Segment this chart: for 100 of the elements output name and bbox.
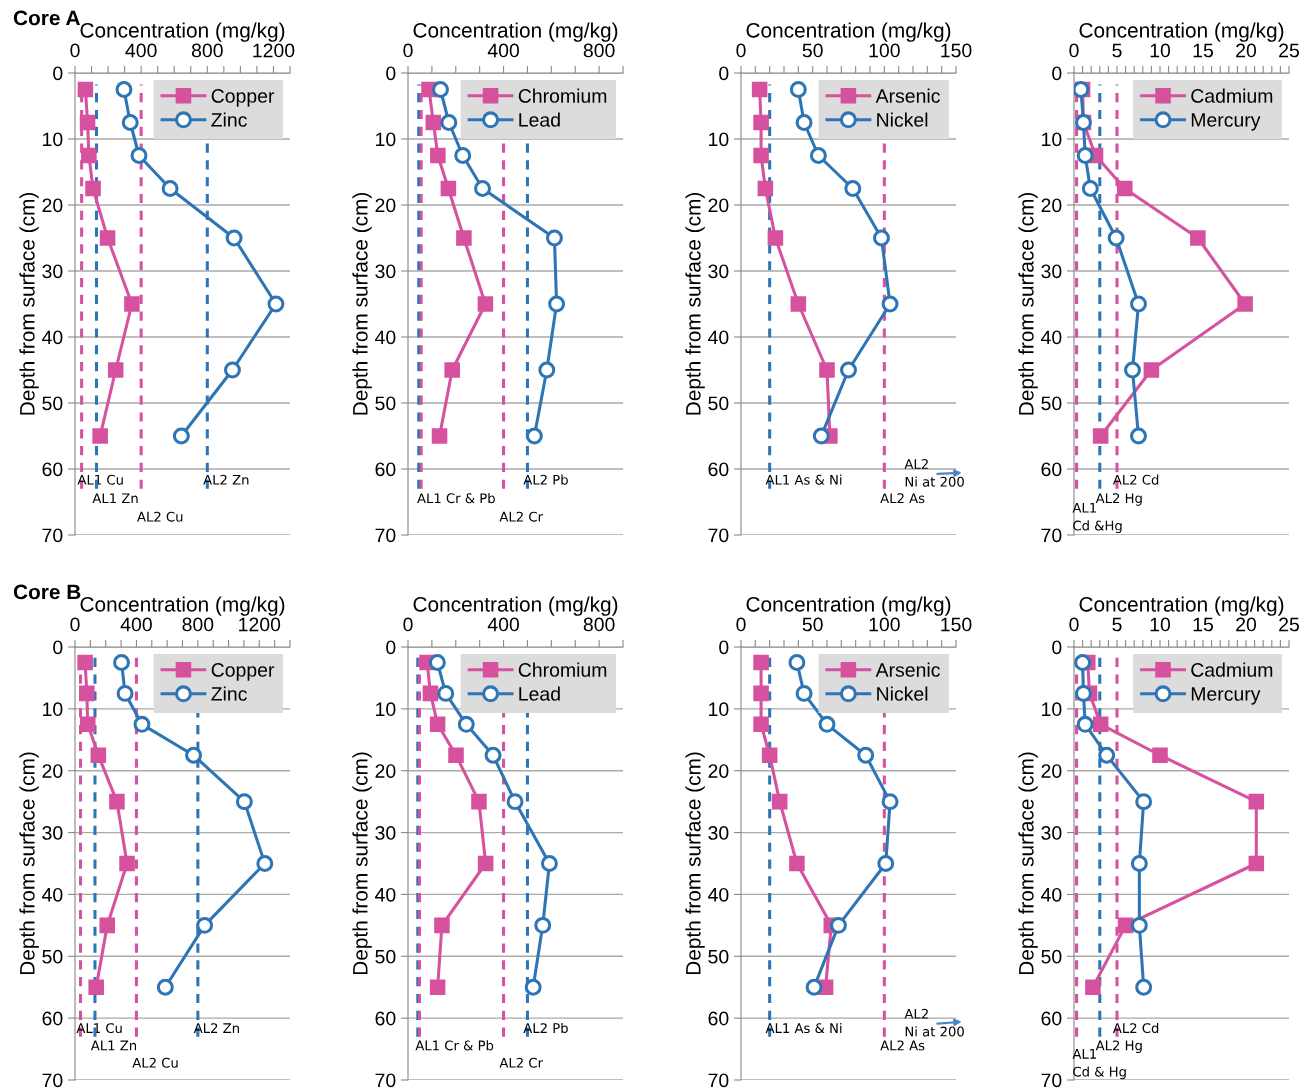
y-tick-label: 20: [375, 764, 396, 778]
legend-label: Arsenic: [875, 662, 940, 677]
legend-label: Nickel: [877, 112, 928, 127]
ref-line-label: AL2 Pb: [523, 474, 568, 485]
ref-line-label: AL2 As: [880, 1040, 925, 1051]
y-tick-label: 70: [1041, 528, 1062, 543]
y-tick-label: 50: [375, 949, 396, 964]
legend-label: Lead: [519, 112, 560, 127]
y-tick-label: 0: [719, 640, 729, 655]
x-tick-label: 1200: [253, 43, 295, 58]
ref-line-label: AL2 Cd: [1112, 1022, 1159, 1034]
legend-label: Zinc: [211, 112, 247, 127]
ref-line-label: AL1 Cr & Pb: [415, 1040, 494, 1051]
y-axis-title: Depth from surface (cm): [685, 752, 705, 975]
annotation: AL2 Ni at 200: [904, 459, 964, 487]
y-tick-label: 10: [43, 132, 63, 147]
x-tick-label: 0: [1069, 617, 1079, 632]
legend-label: Copper: [211, 89, 275, 107]
y-axis-title: Depth from surface (cm): [1018, 192, 1038, 415]
ref-line-label: AL1 As & Ni: [765, 1022, 842, 1034]
y-tick-label: 50: [1041, 949, 1062, 964]
ref-line-label: AL2 Pb: [523, 1022, 568, 1034]
x-tick-label: 0: [736, 43, 746, 58]
annotation: AL2 Ni at 200: [904, 1008, 964, 1037]
x-tick-label: 5: [1112, 617, 1122, 632]
x-tick-label: 50: [802, 43, 823, 58]
x-tick-label: 0: [1069, 43, 1079, 58]
y-tick-label: 60: [708, 1011, 729, 1026]
y-tick-label: 20: [42, 764, 63, 778]
y-tick-label: 0: [386, 640, 396, 655]
legend-label: Nickel: [877, 686, 928, 701]
y-tick-label: 70: [42, 1073, 63, 1088]
y-tick-label: 40: [375, 330, 396, 345]
x-tick-label: 0: [403, 617, 413, 632]
y-tick-label: 70: [708, 528, 729, 543]
x-tick-label: 800: [583, 43, 615, 58]
y-tick-label: 40: [42, 330, 63, 345]
y-tick-label: 10: [709, 702, 729, 717]
x-tick-label: 0: [70, 617, 80, 632]
y-tick-label: 60: [375, 462, 396, 477]
y-tick-label: 50: [708, 396, 729, 411]
x-axis-title: Concentration (mg/kg): [413, 22, 618, 42]
y-tick-label: 40: [1041, 330, 1062, 345]
chart-title: Core B: [13, 584, 81, 600]
y-tick-label: 20: [708, 198, 729, 213]
ref-line-label: AL2 Zn: [193, 1023, 239, 1033]
legend-label: Copper: [211, 663, 275, 681]
x-tick-label: 15: [1193, 43, 1213, 58]
y-tick-label: 70: [375, 528, 396, 543]
x-tick-label: 20: [1236, 617, 1257, 632]
y-tick-label: 20: [1041, 198, 1062, 213]
y-tick-label: 70: [375, 1073, 396, 1088]
x-tick-label: 5: [1112, 43, 1122, 58]
ref-line-label: AL2 Zn: [203, 474, 249, 485]
legend-label: Cadmium: [1191, 662, 1273, 677]
x-axis-title: Concentration (mg/kg): [1079, 596, 1284, 616]
y-tick-label: 20: [708, 764, 729, 778]
ref-line-label: AL1 Zn: [90, 1040, 137, 1051]
y-tick-label: 10: [1042, 132, 1062, 147]
y-tick-label: 30: [1041, 826, 1062, 840]
ref-line-label: AL1 Zn: [92, 493, 138, 503]
ref-line-label: AL2 Cd: [1112, 474, 1159, 485]
y-tick-label: 0: [53, 640, 63, 655]
y-axis-title: Depth from surface (cm): [19, 192, 39, 415]
x-tick-label: 10: [1150, 43, 1171, 58]
y-tick-label: 30: [42, 264, 63, 279]
ref-line-label: AL2 Cu: [137, 511, 183, 522]
x-tick-label: 400: [120, 617, 152, 632]
y-tick-label: 60: [1041, 462, 1062, 477]
y-tick-label: 40: [375, 887, 396, 902]
ref-line-label: AL1 As & Ni: [765, 474, 842, 485]
y-tick-label: 50: [42, 396, 63, 411]
y-tick-label: 50: [708, 949, 729, 964]
y-axis-title: Depth from surface (cm): [352, 752, 372, 975]
y-tick-label: 10: [376, 702, 396, 717]
x-tick-label: 0: [70, 43, 80, 58]
x-axis-title: Concentration (mg/kg): [413, 596, 618, 616]
y-axis-title: Depth from surface (cm): [19, 752, 39, 975]
y-axis-title: Depth from surface (cm): [352, 192, 372, 415]
y-tick-label: 40: [708, 887, 729, 902]
y-axis-title: Depth from surface (cm): [685, 192, 705, 415]
y-tick-label: 60: [1041, 1011, 1062, 1026]
y-tick-label: 70: [42, 528, 63, 543]
legend-label: Arsenic: [875, 88, 940, 103]
x-axis-title: Concentration (mg/kg): [1079, 22, 1284, 42]
ref-line-label: AL1 Cr & Pb: [417, 492, 495, 504]
ref-line-label: AL2 Hg: [1095, 1040, 1142, 1053]
y-tick-label: 20: [42, 198, 63, 213]
x-tick-label: 150: [941, 617, 972, 632]
ref-line-label: AL2 Cu: [132, 1057, 178, 1068]
y-tick-label: 30: [1041, 264, 1062, 279]
x-tick-label: 0: [736, 617, 746, 632]
y-tick-label: 30: [375, 264, 396, 279]
y-tick-label: 0: [719, 66, 729, 81]
y-tick-label: 0: [1052, 640, 1062, 655]
y-tick-label: 30: [42, 826, 63, 840]
x-tick-label: 800: [182, 617, 214, 632]
x-tick-label: 25: [1279, 43, 1299, 58]
x-axis-title: Concentration (mg/kg): [80, 22, 285, 42]
y-tick-label: 10: [376, 132, 396, 147]
